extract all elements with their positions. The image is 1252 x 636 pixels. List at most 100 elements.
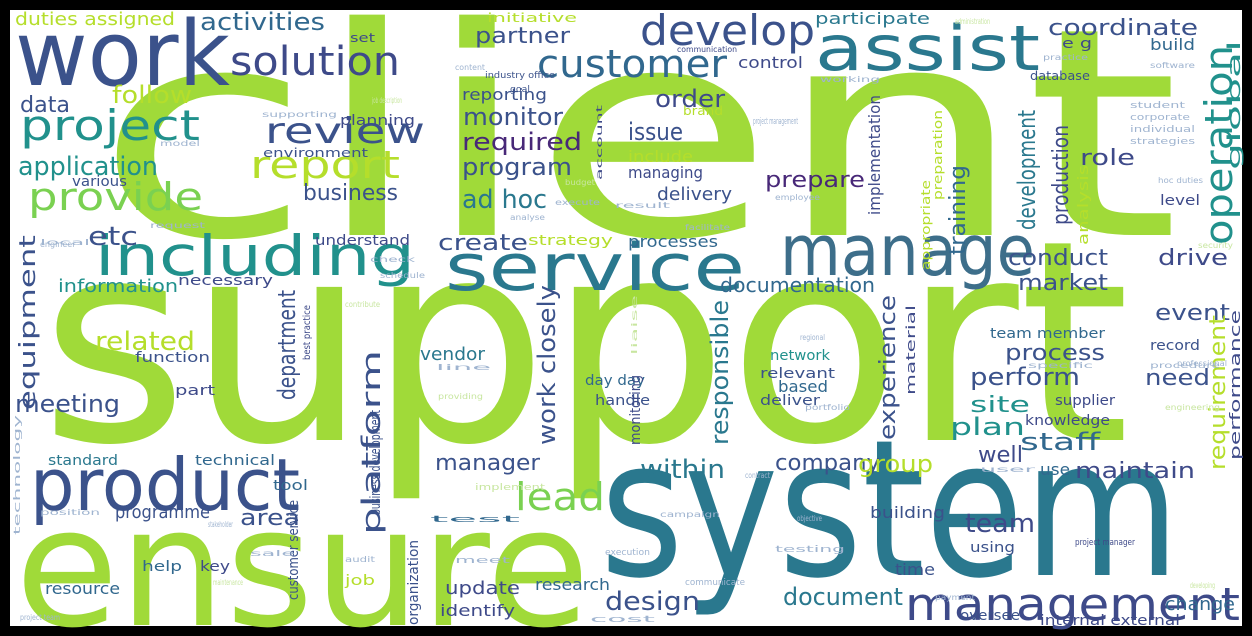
word: production bbox=[1049, 125, 1074, 225]
word: meet bbox=[455, 556, 511, 566]
word: conduct bbox=[1008, 246, 1108, 271]
word: project manager bbox=[1075, 538, 1135, 548]
word: material bbox=[904, 305, 918, 395]
word: facilitate bbox=[685, 223, 730, 232]
word: application bbox=[18, 152, 158, 182]
word: activities bbox=[200, 8, 325, 36]
word: portfolio bbox=[805, 403, 850, 412]
word: vendor bbox=[420, 344, 486, 365]
word: delivery bbox=[657, 184, 732, 205]
word: meeting bbox=[15, 390, 120, 418]
word: result bbox=[615, 201, 670, 210]
word: knowledge bbox=[1025, 413, 1110, 429]
word: team member bbox=[990, 326, 1105, 342]
word: ensure bbox=[15, 472, 590, 636]
word: help bbox=[142, 559, 182, 575]
word: audit bbox=[345, 555, 375, 564]
word: deliver bbox=[760, 393, 820, 409]
word: planning bbox=[340, 113, 415, 129]
word: perform bbox=[970, 363, 1080, 391]
word: global bbox=[1224, 40, 1245, 170]
word: preparation bbox=[931, 110, 945, 200]
word: budget bbox=[565, 178, 595, 187]
word: specific bbox=[1028, 361, 1093, 370]
word: programme bbox=[115, 502, 210, 523]
word: document bbox=[783, 583, 903, 611]
word: account bbox=[595, 105, 604, 180]
word: check bbox=[370, 255, 416, 264]
word: building bbox=[870, 503, 945, 522]
word: brand bbox=[683, 104, 723, 118]
word: information bbox=[58, 276, 178, 297]
word: cost bbox=[590, 615, 657, 625]
word: customer service bbox=[286, 500, 302, 600]
word: process bbox=[1005, 341, 1105, 366]
word: develop bbox=[640, 6, 815, 55]
word: internal external bbox=[1040, 613, 1180, 629]
word: model bbox=[160, 139, 200, 148]
word: function bbox=[135, 350, 210, 366]
word: individual bbox=[1130, 125, 1195, 135]
word: responsible bbox=[706, 300, 734, 445]
word: communication bbox=[677, 45, 737, 54]
word: reporting bbox=[462, 85, 547, 104]
word: include bbox=[628, 147, 693, 166]
word: work closely bbox=[533, 285, 561, 445]
word: implement bbox=[475, 483, 546, 493]
word: including bbox=[95, 224, 415, 288]
word: execution bbox=[605, 548, 650, 558]
word: working bbox=[820, 75, 880, 84]
word: manager bbox=[435, 451, 541, 476]
word: job bbox=[344, 573, 376, 589]
word: database bbox=[1030, 69, 1090, 83]
word: research bbox=[535, 575, 610, 594]
word: change bbox=[1165, 594, 1235, 615]
word: assist bbox=[815, 12, 1040, 85]
word: tool bbox=[273, 478, 308, 494]
word: communicate bbox=[685, 578, 745, 588]
word: area bbox=[240, 506, 300, 531]
word: lead bbox=[515, 475, 605, 519]
word: business bbox=[303, 181, 398, 206]
word: test bbox=[430, 515, 522, 525]
word: update bbox=[445, 578, 520, 599]
word: goal bbox=[510, 85, 530, 95]
word: testing bbox=[775, 545, 845, 555]
word: requirement bbox=[1206, 315, 1231, 470]
word: well bbox=[978, 443, 1023, 468]
word: time bbox=[895, 560, 935, 579]
word: relevant bbox=[760, 366, 836, 382]
word: monitor bbox=[463, 103, 563, 131]
word: liaise bbox=[630, 295, 639, 355]
word: set bbox=[350, 31, 375, 45]
word: campaign bbox=[660, 510, 720, 519]
word: support bbox=[40, 181, 1130, 507]
word: understand bbox=[315, 233, 410, 249]
word: environment bbox=[263, 146, 368, 160]
word: sale bbox=[250, 549, 295, 558]
word: contribute bbox=[345, 300, 380, 309]
word: providing bbox=[438, 392, 483, 401]
word: design bbox=[605, 587, 700, 617]
word: employee bbox=[775, 193, 820, 202]
word: drive bbox=[1158, 246, 1228, 271]
word: platform bbox=[357, 350, 387, 535]
word: manage bbox=[780, 210, 1035, 292]
word: objective bbox=[797, 514, 822, 523]
word: required bbox=[462, 128, 582, 156]
word: development bbox=[1013, 110, 1041, 230]
word: professional bbox=[1177, 359, 1227, 368]
word: team bbox=[965, 509, 1035, 539]
word: system bbox=[600, 399, 1180, 620]
word: market bbox=[1018, 271, 1108, 296]
word: performance bbox=[1228, 310, 1244, 460]
word: administration bbox=[955, 17, 990, 26]
word: using bbox=[970, 540, 1015, 556]
word: practice bbox=[1043, 53, 1088, 62]
word: record bbox=[1150, 338, 1200, 354]
word: strategies bbox=[1130, 137, 1195, 147]
word: analysis bbox=[1076, 165, 1092, 245]
word: oversee bbox=[960, 608, 1020, 624]
